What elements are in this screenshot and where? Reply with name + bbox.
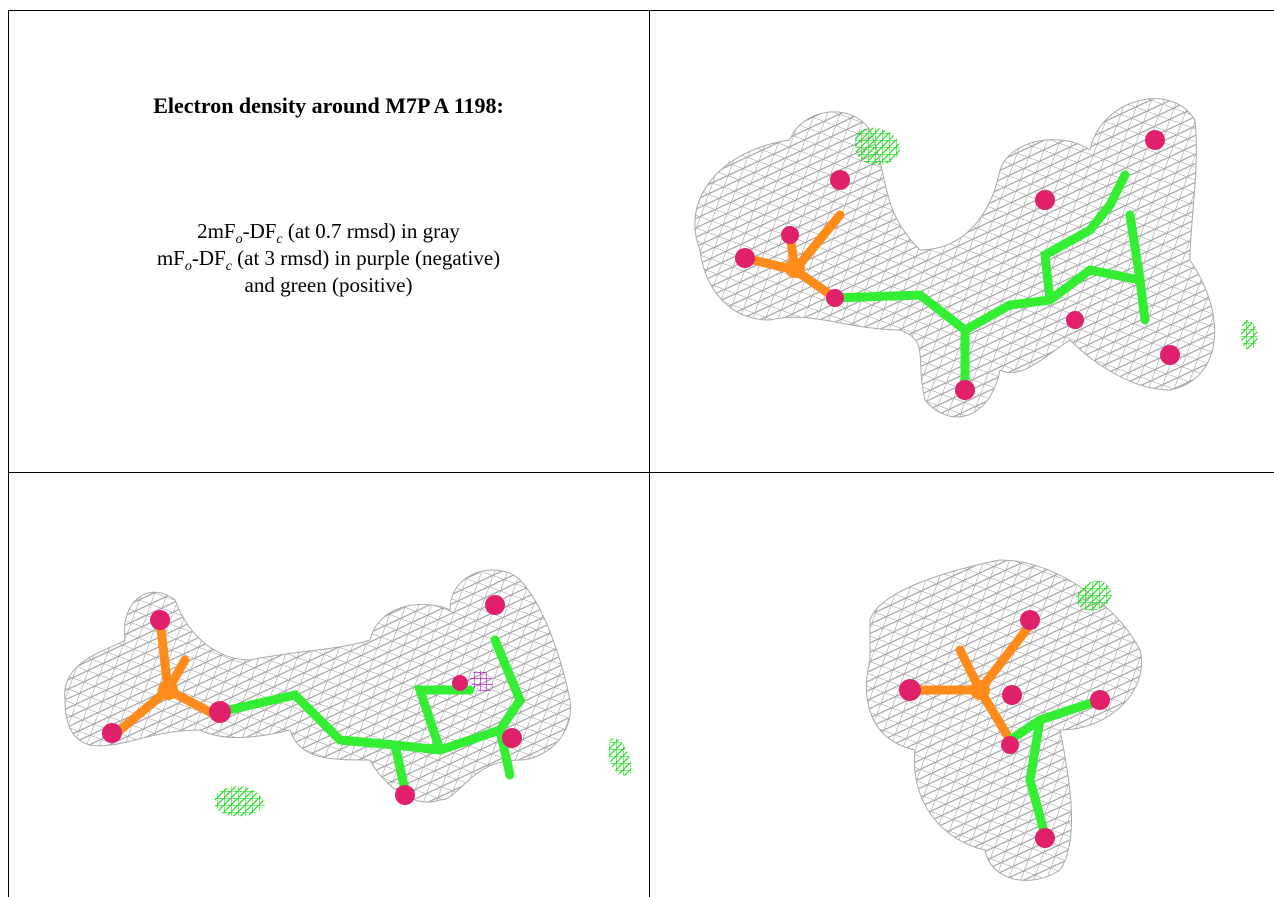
legend-line: and green (positive) [9, 272, 648, 299]
legend-line: mFo-DFc (at 3 rmsd) in purple (negative) [9, 245, 648, 275]
legend: 2mFo-DFc (at 0.7 rmsd) in gray mFo-DFc (a… [9, 218, 648, 299]
legend-text: (at 3 rmsd) in purple (negative) [231, 246, 501, 270]
subscript: o [184, 259, 192, 275]
legend-text: 2mF [197, 219, 236, 243]
legend-line: 2mFo-DFc (at 0.7 rmsd) in gray [9, 218, 648, 248]
subscript: c [276, 232, 283, 248]
legend-text: mF [156, 246, 185, 270]
legend-text: and green (positive) [244, 273, 413, 297]
description-cell: Electron density around M7P A 1198: 2mFo… [9, 11, 648, 471]
title: Electron density around M7P A 1198: [153, 93, 504, 118]
density-view-3 [865, 559, 1142, 881]
legend-text: (at 0.7 rmsd) in gray [282, 219, 460, 243]
subscript: c [225, 259, 232, 275]
subscript: o [235, 232, 243, 248]
legend-text: -DF [242, 219, 277, 243]
legend-text: -DF [191, 246, 226, 270]
table-borders [8, 10, 1274, 897]
density-view-2 [64, 569, 631, 817]
density-view-1 [694, 98, 1258, 418]
